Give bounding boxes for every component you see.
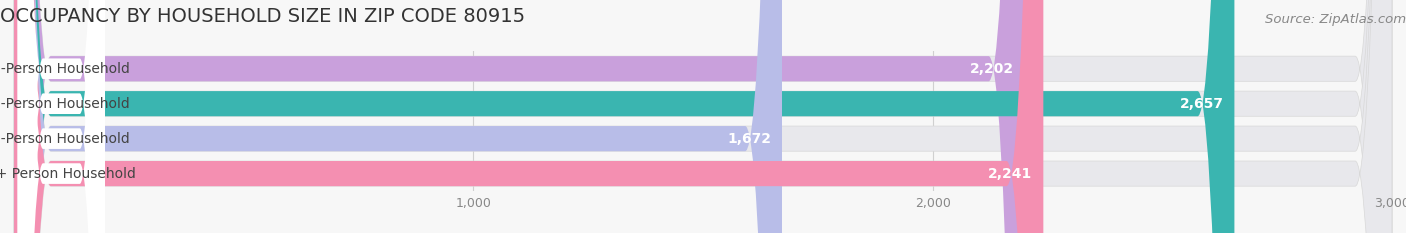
Text: Source: ZipAtlas.com: Source: ZipAtlas.com [1264,13,1406,26]
FancyBboxPatch shape [18,0,105,233]
Text: 4+ Person Household: 4+ Person Household [0,167,136,181]
FancyBboxPatch shape [18,0,105,233]
FancyBboxPatch shape [14,0,1392,233]
Text: 2,202: 2,202 [970,62,1014,76]
FancyBboxPatch shape [14,0,1392,233]
Text: 2,241: 2,241 [988,167,1032,181]
Text: OCCUPANCY BY HOUSEHOLD SIZE IN ZIP CODE 80915: OCCUPANCY BY HOUSEHOLD SIZE IN ZIP CODE … [0,7,526,26]
FancyBboxPatch shape [14,0,1025,233]
Text: 2-Person Household: 2-Person Household [0,97,131,111]
Text: 3-Person Household: 3-Person Household [0,132,131,146]
FancyBboxPatch shape [14,0,1043,233]
FancyBboxPatch shape [14,0,782,233]
FancyBboxPatch shape [14,0,1392,233]
Text: 2,657: 2,657 [1180,97,1223,111]
Text: 1,672: 1,672 [727,132,770,146]
Text: 1-Person Household: 1-Person Household [0,62,131,76]
FancyBboxPatch shape [18,0,105,233]
FancyBboxPatch shape [18,0,105,233]
FancyBboxPatch shape [14,0,1392,233]
FancyBboxPatch shape [14,0,1234,233]
